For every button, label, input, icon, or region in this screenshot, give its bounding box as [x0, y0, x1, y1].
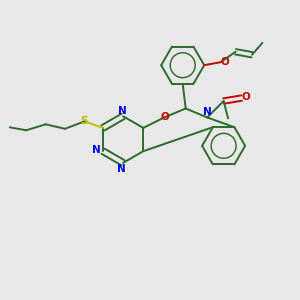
Text: O: O: [241, 92, 250, 102]
Text: O: O: [161, 112, 170, 122]
Text: N: N: [203, 107, 212, 117]
Text: O: O: [220, 57, 229, 67]
Text: N: N: [118, 106, 127, 116]
Text: S: S: [80, 116, 87, 126]
Text: N: N: [92, 145, 101, 155]
Text: N: N: [117, 164, 126, 174]
